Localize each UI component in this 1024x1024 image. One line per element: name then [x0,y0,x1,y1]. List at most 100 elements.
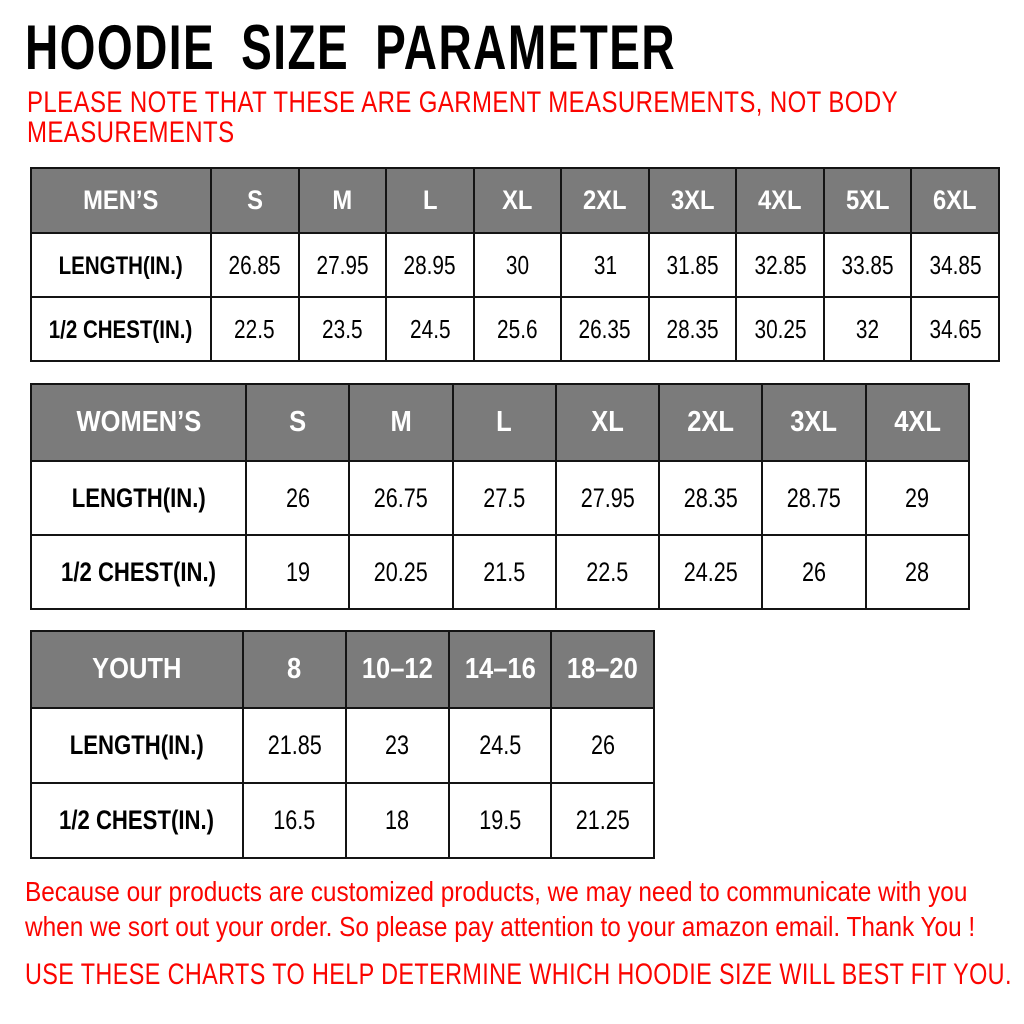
mens-header-cell: MEN’S [30,167,212,234]
cell-value: 27.95 [316,249,369,280]
womens-header-label: 3XL [790,406,838,438]
womens-chest-row: 1/2 CHEST(IN.) 19 20.25 21.5 22.5 24.25 … [30,534,971,610]
cell-value: 22.5 [234,313,276,344]
table-cell: 30.25 [735,296,825,362]
womens-header-label: XL [591,406,624,438]
cell-value: 26.35 [578,313,631,344]
customized-products-note-line1: Because our products are customized prod… [25,876,968,907]
cell-value: 30 [505,249,529,280]
row-label-cell: LENGTH(IN.) [30,707,244,784]
womens-header-cell: S [244,383,351,462]
youth-header-cell: 8 [242,630,347,709]
table-cell: 27.95 [554,460,661,536]
mens-header-cell: XL [472,167,563,234]
youth-header-cell: 14–16 [447,630,553,709]
youth-header-cell: 10–12 [344,630,450,709]
womens-header-label: S [289,406,307,438]
table-cell: 28.95 [385,232,475,298]
cell-value: 25.6 [497,313,538,344]
table-cell: 28.35 [658,460,764,536]
cell-value: 19 [285,556,310,587]
row-label: LENGTH(IN.) [58,251,184,280]
mens-header-label: XL [502,185,533,215]
mens-header-label: MEN’S [83,185,159,215]
youth-header-label: 14–16 [464,653,536,685]
cell-value: 26 [285,482,310,513]
cell-value: 28.35 [666,313,719,344]
table-cell: 26.85 [210,232,300,298]
womens-header-cell: L [451,383,557,462]
row-label-cell: 1/2 CHEST(IN.) [30,782,244,859]
table-cell: 25.6 [472,296,563,362]
mens-header-cell: L [385,167,475,234]
mens-header-label: 2XL [583,185,627,215]
cell-value: 24.25 [683,556,738,587]
use-charts-note: USE THESE CHARTS TO HELP DETERMINE WHICH… [25,958,1012,991]
table-cell: 30 [472,232,563,298]
youth-header-cell: YOUTH [30,630,244,709]
cell-value: 21.5 [483,556,526,587]
page-title: HOODIE SIZE PARAMETER [25,13,677,83]
cell-value: 32 [856,313,880,344]
mens-header-cell: S [210,167,300,234]
table-cell: 31 [560,232,650,298]
row-label: LENGTH(IN.) [69,730,205,760]
womens-header-label: L [496,406,512,438]
mens-header-label: L [422,185,438,215]
cell-value: 23.5 [322,313,363,344]
table-cell: 26 [550,707,655,784]
mens-header-label: M [332,185,353,215]
cell-value: 23 [385,730,410,760]
cell-value: 28.75 [787,482,842,513]
table-cell: 27.5 [451,460,557,536]
table-cell: 21.25 [550,782,655,859]
mens-header-cell: 4XL [735,167,825,234]
row-label: 1/2 CHEST(IN.) [60,556,217,587]
table-cell: 21.85 [242,707,347,784]
table-cell: 34.85 [910,232,1000,298]
mens-header-label: S [246,185,263,215]
table-cell: 24.25 [658,534,764,610]
youth-header-label: YOUTH [92,653,182,685]
mens-header-row: MEN’S S M L XL 2XL 3XL 4XL 5XL 6XL [30,167,1000,234]
womens-header-label: 2XL [687,406,735,438]
womens-header-cell: XL [554,383,661,462]
youth-header-label: 8 [287,653,302,685]
row-label: 1/2 CHEST(IN.) [49,315,193,344]
table-cell: 32.85 [735,232,825,298]
cell-value: 20.25 [373,556,428,587]
table-cell: 28.35 [647,296,738,362]
womens-header-label: WOMEN’S [76,406,201,438]
cell-value: 30.25 [754,313,807,344]
table-cell: 22.5 [210,296,300,362]
cell-value: 16.5 [273,805,316,835]
cell-value: 26 [590,730,615,760]
cell-value: 27.95 [580,482,635,513]
cell-value: 27.5 [483,482,526,513]
mens-chest-row: 1/2 CHEST(IN.) 22.5 23.5 24.5 25.6 26.35… [30,296,1000,362]
row-label: 1/2 CHEST(IN.) [59,805,215,835]
table-cell: 19 [244,534,351,610]
garment-measurement-note-line1: PLEASE NOTE THAT THESE ARE GARMENT MEASU… [27,86,898,119]
youth-size-table: YOUTH 8 10–12 14–16 18–20 LENGTH(IN.) 21… [30,630,655,859]
mens-header-cell: 3XL [647,167,738,234]
mens-header-cell: M [297,167,388,234]
table-cell: 23 [344,707,450,784]
cell-value: 21.25 [575,805,630,835]
cell-value: 28.95 [403,249,456,280]
youth-header-cell: 18–20 [550,630,655,709]
table-cell: 32 [822,296,913,362]
row-label: LENGTH(IN.) [71,482,206,513]
garment-measurement-note: PLEASE NOTE THAT THESE ARE GARMENT MEASU… [27,88,898,148]
youth-header-row: YOUTH 8 10–12 14–16 18–20 [30,630,655,709]
row-label-cell: LENGTH(IN.) [30,460,247,536]
mens-header-label: 4XL [758,185,802,215]
table-cell: 19.5 [447,782,553,859]
table-cell: 18 [344,782,450,859]
youth-header-label: 10–12 [361,653,433,685]
table-cell: 26.75 [348,460,454,536]
womens-size-table: WOMEN’S S M L XL 2XL 3XL 4XL LENGTH(IN.)… [30,383,971,610]
cell-value: 18 [385,805,410,835]
table-cell: 23.5 [297,296,388,362]
womens-header-row: WOMEN’S S M L XL 2XL 3XL 4XL [30,383,971,462]
